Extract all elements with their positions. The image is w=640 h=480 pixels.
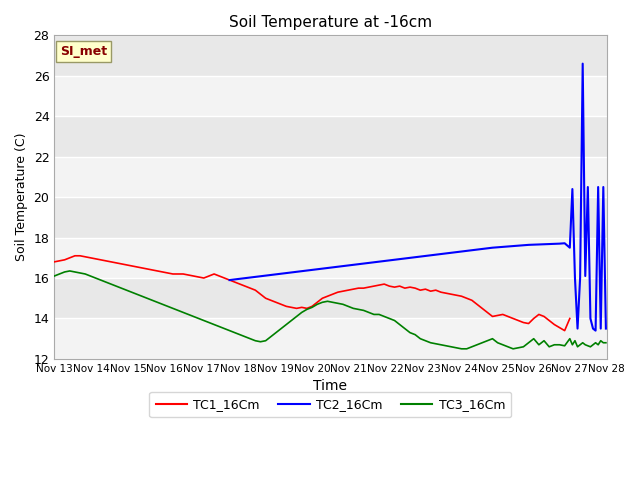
X-axis label: Time: Time: [314, 379, 348, 393]
TC2_16Cm: [566, 245, 573, 251]
Y-axis label: Soil Temperature (C): Soil Temperature (C): [15, 133, 28, 262]
TC2_16Cm: [509, 243, 517, 249]
TC1_16Cm: [561, 328, 568, 334]
TC1_16Cm: [365, 284, 372, 290]
Legend: TC1_16Cm, TC2_16Cm, TC3_16Cm: TC1_16Cm, TC2_16Cm, TC3_16Cm: [150, 392, 511, 418]
TC1_16Cm: [184, 272, 192, 278]
TC2_16Cm: [520, 242, 527, 248]
TC2_16Cm: [600, 184, 607, 190]
Line: TC2_16Cm: TC2_16Cm: [230, 64, 606, 331]
TC3_16Cm: [602, 340, 610, 346]
TC3_16Cm: [571, 338, 579, 344]
TC3_16Cm: [189, 313, 197, 319]
TC3_16Cm: [458, 346, 465, 352]
TC2_16Cm: [571, 275, 579, 281]
Line: TC1_16Cm: TC1_16Cm: [54, 256, 570, 331]
TC2_16Cm: [494, 244, 502, 250]
Bar: [54, 319, 607, 359]
TC2_16Cm: [576, 275, 584, 281]
TC2_16Cm: [592, 328, 600, 334]
TC2_16Cm: [530, 242, 538, 248]
TC1_16Cm: [51, 259, 58, 265]
TC3_16Cm: [412, 332, 419, 337]
TC2_16Cm: [540, 241, 548, 247]
TC2_16Cm: [561, 240, 568, 246]
TC2_16Cm: [579, 61, 586, 67]
TC2_16Cm: [589, 326, 597, 332]
Text: SI_met: SI_met: [60, 45, 107, 58]
TC2_16Cm: [584, 184, 592, 190]
Bar: [54, 238, 607, 278]
TC2_16Cm: [499, 244, 507, 250]
TC2_16Cm: [550, 241, 558, 247]
TC2_16Cm: [568, 186, 576, 192]
TC2_16Cm: [573, 326, 581, 332]
TC2_16Cm: [587, 316, 595, 322]
TC2_16Cm: [597, 326, 605, 332]
TC3_16Cm: [66, 268, 74, 274]
TC2_16Cm: [595, 184, 602, 190]
TC1_16Cm: [442, 290, 450, 296]
TC2_16Cm: [525, 242, 532, 248]
TC1_16Cm: [417, 288, 424, 293]
Line: TC3_16Cm: TC3_16Cm: [54, 271, 606, 349]
TC2_16Cm: [488, 245, 496, 251]
TC2_16Cm: [581, 273, 589, 279]
Bar: [54, 76, 607, 116]
TC2_16Cm: [535, 241, 543, 247]
TC1_16Cm: [566, 316, 573, 322]
TC3_16Cm: [133, 291, 141, 297]
TC2_16Cm: [504, 244, 512, 250]
Bar: [54, 156, 607, 197]
TC1_16Cm: [92, 256, 99, 262]
Title: Soil Temperature at -16cm: Soil Temperature at -16cm: [229, 15, 432, 30]
TC2_16Cm: [602, 326, 610, 332]
TC3_16Cm: [51, 273, 58, 279]
TC2_16Cm: [226, 277, 234, 283]
TC3_16Cm: [246, 336, 254, 342]
TC1_16Cm: [71, 253, 79, 259]
TC2_16Cm: [515, 243, 522, 249]
TC2_16Cm: [556, 241, 563, 247]
TC3_16Cm: [277, 326, 285, 332]
TC2_16Cm: [545, 241, 553, 247]
TC1_16Cm: [292, 305, 300, 311]
